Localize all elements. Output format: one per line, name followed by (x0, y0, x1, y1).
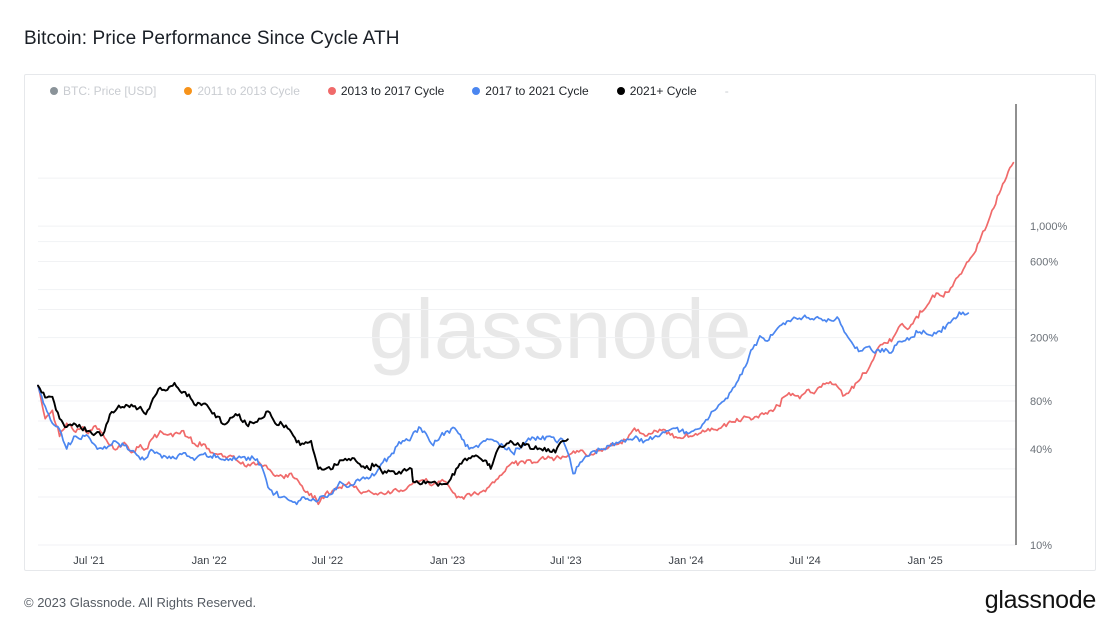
y-tick-label: 40% (1030, 444, 1052, 456)
legend-item-2013-cycle[interactable]: 2013 to 2017 Cycle (327, 84, 445, 98)
page-title: Bitcoin: Price Performance Since Cycle A… (24, 28, 400, 49)
legend-label: 2013 to 2017 Cycle (340, 84, 445, 98)
y-tick-label: 10% (1030, 540, 1052, 552)
y-tick-label: 600% (1030, 257, 1058, 269)
x-tick-label: Jul '23 (550, 555, 581, 567)
chart-frame (24, 74, 1096, 571)
legend-item-2021-cycle[interactable]: 2021+ Cycle (616, 84, 697, 98)
legend-dot-icon (50, 87, 58, 95)
legend-label: 2021+ Cycle (629, 84, 697, 98)
legend-item-btc-price[interactable]: BTC: Price [USD] (50, 84, 156, 98)
series-lines (37, 161, 1015, 506)
y-tick-label: 80% (1030, 396, 1052, 408)
grid-lines (38, 177, 1016, 546)
y-axis: 10% 40% 80% 200% 600% 1,000% (1015, 104, 1068, 552)
legend-item-2011-cycle[interactable]: 2011 to 2013 Cycle (184, 84, 300, 98)
watermark: glassnode (369, 282, 752, 376)
x-tick-label: Jan '23 (430, 555, 465, 567)
x-axis: Jul '21 Jan '22 Jul '22 Jan '23 Jul '23 Jan '… (73, 555, 943, 567)
x-tick-label: Jan '24 (669, 555, 704, 567)
legend: BTC: Price [USD] 2011 to 2013 Cycle 2013… (50, 84, 729, 98)
legend-label: BTC: Price [USD] (63, 84, 157, 98)
legend-dot-icon (184, 87, 193, 95)
footer-copyright: © 2023 Glassnode. All Rights Reserved. (24, 595, 257, 610)
x-tick-label: Jan '22 (192, 555, 227, 567)
legend-dot-icon (327, 87, 336, 95)
x-tick-label: Jan '25 (908, 555, 943, 567)
legend-label: 2011 to 2013 Cycle (197, 84, 300, 98)
y-tick-label: 1,000% (1030, 221, 1068, 233)
legend-label: 2017 to 2021 Cycle (485, 84, 589, 98)
x-tick-label: Jul '21 (73, 555, 104, 567)
legend-item-2017-cycle[interactable]: 2017 to 2021 Cycle (472, 84, 589, 98)
legend-more[interactable]: - (724, 84, 729, 98)
legend-dot-icon (616, 87, 625, 95)
legend-dot-icon (472, 87, 481, 95)
x-tick-label: Jul '22 (312, 555, 343, 567)
series-line-cycle-2021 (37, 381, 569, 487)
footer-logo[interactable]: glassnode (984, 586, 1097, 614)
x-tick-label: Jul '24 (789, 555, 820, 567)
series-line-cycle-2013 (37, 161, 1015, 506)
y-tick-label: 200% (1030, 333, 1058, 345)
